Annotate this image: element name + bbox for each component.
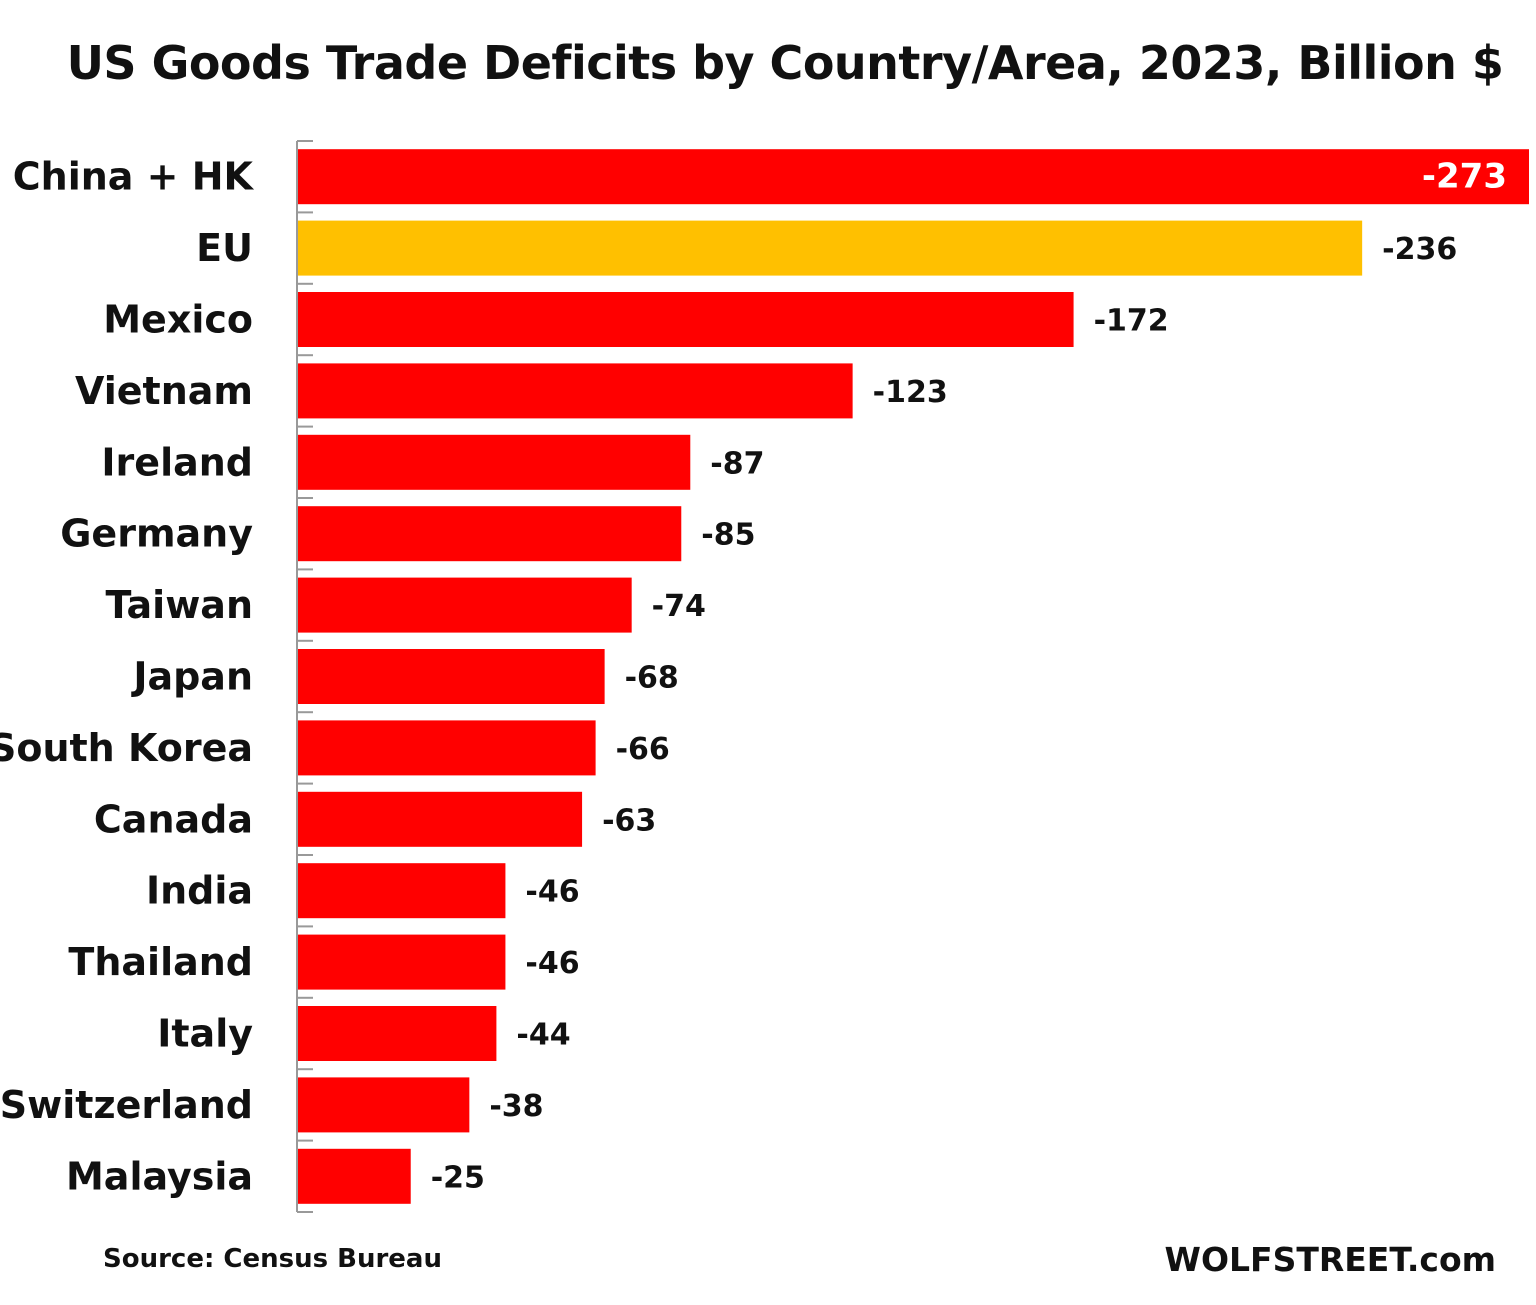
data-label: -273 <box>1422 157 1507 197</box>
category-label: Mexico <box>103 298 253 342</box>
bar-thailand <box>298 934 506 990</box>
category-label: Switzerland <box>0 1083 253 1127</box>
data-label: -172 <box>1094 304 1169 339</box>
chart-title: US Goods Trade Deficits by Country/Area,… <box>66 36 1504 90</box>
bar-china-hk <box>298 149 1529 205</box>
category-label: EU <box>196 226 253 270</box>
data-label: -63 <box>602 803 656 838</box>
data-label: -46 <box>525 875 579 910</box>
data-label: -74 <box>652 589 706 624</box>
category-label: Canada <box>94 797 253 841</box>
category-label: Malaysia <box>66 1154 253 1198</box>
data-label: -66 <box>616 732 670 767</box>
bar-malaysia <box>298 1148 411 1204</box>
category-label: China + HK <box>13 155 255 199</box>
category-label: India <box>146 869 253 913</box>
data-label: -38 <box>489 1089 543 1124</box>
source-note: Source: Census Bureau <box>103 1244 442 1274</box>
bar-taiwan <box>298 577 632 633</box>
bar-germany <box>298 506 682 562</box>
data-label: -68 <box>625 661 679 696</box>
data-label: -123 <box>873 375 948 410</box>
category-label: Taiwan <box>106 583 254 627</box>
category-label: Vietnam <box>75 369 253 413</box>
data-label: -87 <box>710 446 764 481</box>
bar-switzerland <box>298 1077 470 1133</box>
bar-canada <box>298 791 583 847</box>
data-label: -46 <box>525 946 579 981</box>
bar-ireland <box>298 434 691 490</box>
bar-vietnam <box>298 363 853 419</box>
category-label: Thailand <box>68 940 253 984</box>
bar-japan <box>298 649 605 704</box>
bar-india <box>298 863 506 919</box>
category-label: South Korea <box>0 726 253 770</box>
bar-south-korea <box>298 720 596 776</box>
data-label: -236 <box>1382 232 1457 267</box>
bar-eu <box>298 220 1363 276</box>
category-label: Italy <box>157 1012 253 1056</box>
bar-mexico <box>298 292 1074 347</box>
data-label: -25 <box>431 1160 485 1195</box>
category-label: Japan <box>130 655 253 699</box>
category-label: Germany <box>60 512 253 556</box>
brand-label: WOLFSTREET.com <box>1164 1240 1496 1279</box>
data-label: -85 <box>701 518 755 553</box>
category-label: Ireland <box>101 440 253 484</box>
bar-italy <box>298 1006 497 1061</box>
data-label: -44 <box>516 1018 570 1053</box>
